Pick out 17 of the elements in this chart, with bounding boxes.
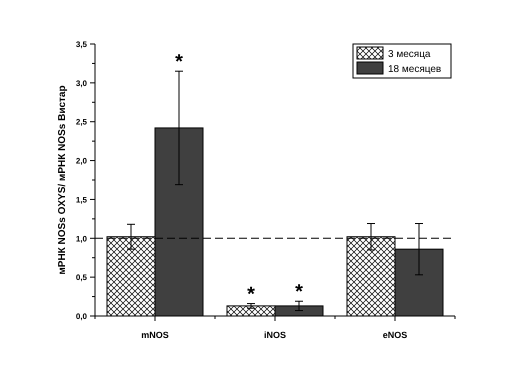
x-tick-label: iNOS bbox=[264, 330, 286, 340]
x-tick-label: mNOS bbox=[141, 330, 169, 340]
legend-label: 18 месяцев bbox=[388, 64, 442, 75]
y-tick-label: 2,5 bbox=[76, 118, 88, 127]
annotation: * bbox=[247, 284, 256, 306]
y-tick-label: 2,0 bbox=[76, 156, 88, 166]
y-tick-label: 0,5 bbox=[76, 273, 88, 282]
y-tick-label: 0,0 bbox=[76, 312, 88, 321]
y-tick-label: 1,0 bbox=[76, 234, 88, 244]
y-tick-label: 1,5 bbox=[76, 195, 88, 204]
x-tick-label: eNOS bbox=[382, 330, 408, 340]
y-axis-title: мРНК NOSs OXYS/ мРНК NOSs Вистар bbox=[57, 85, 68, 275]
y-tick-label: 3,0 bbox=[76, 78, 88, 88]
legend-label: 3 месяца bbox=[388, 49, 431, 60]
annotation: * bbox=[175, 51, 184, 74]
y-tick-label: 3,5 bbox=[76, 40, 88, 49]
annotation: * bbox=[295, 281, 304, 304]
